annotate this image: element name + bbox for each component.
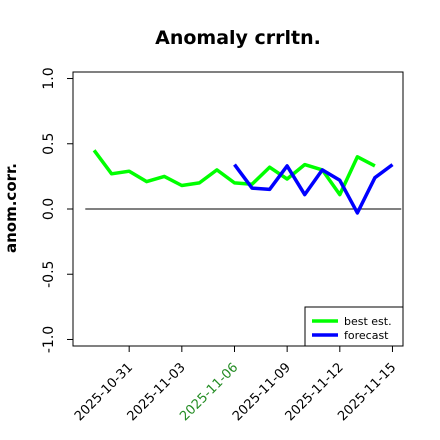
series-line-best-est [92,149,376,197]
y-tick-label: -1.0 [41,326,57,353]
series-layer [92,149,394,215]
y-tick-label: 1.0 [41,67,57,89]
y-axis: -1.0 -0.5 0.0 0.5 1.0 [41,67,73,353]
legend: best est. forecast [304,306,404,347]
legend-label-best-est: best est. [344,315,392,328]
x-axis: 2025-10-312025-11-032025-11-062025-11-09… [72,346,399,424]
series-line-forecast [233,163,394,215]
y-axis-label: anom.corr. [2,163,20,253]
y-tick-label: 0.0 [41,198,57,220]
y-tick-label: -0.5 [41,261,57,288]
legend-box [304,306,404,347]
chart-title: Anomaly crrltn. [155,27,321,49]
legend-label-forecast: forecast [344,329,389,342]
y-tick-label: 0.5 [41,133,57,155]
